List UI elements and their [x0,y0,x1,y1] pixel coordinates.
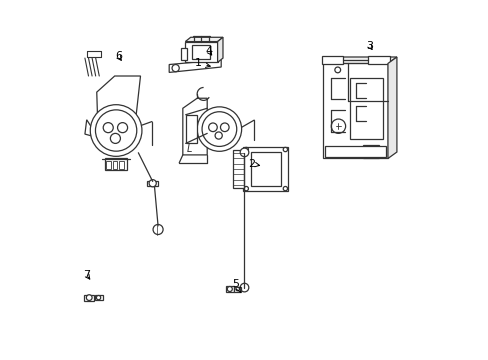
Bar [147,181,158,186]
Circle shape [227,287,232,292]
Text: 2: 2 [247,159,259,169]
Circle shape [240,148,248,157]
Bar [104,158,126,170]
Circle shape [330,119,345,134]
Text: 6: 6 [115,51,122,61]
Bar [84,295,94,301]
Bar [250,152,281,186]
Polygon shape [85,120,98,138]
Text: 3: 3 [365,41,372,50]
Bar [243,147,287,192]
Text: 1: 1 [194,58,210,68]
Bar [191,45,209,59]
Bar [367,56,389,64]
Circle shape [90,105,142,156]
Text: 4: 4 [204,46,212,56]
Bar [95,295,102,301]
Bar [112,161,117,168]
Bar [234,287,241,292]
Circle shape [117,123,127,133]
Bar [106,161,110,168]
Circle shape [244,147,248,152]
Circle shape [172,64,179,72]
Circle shape [149,180,156,187]
Circle shape [95,110,137,151]
Circle shape [283,147,287,152]
Text: 5: 5 [232,279,240,292]
Circle shape [215,132,222,139]
Circle shape [192,128,198,134]
Polygon shape [169,60,221,72]
Bar [323,63,387,158]
Circle shape [103,123,113,133]
Polygon shape [217,37,223,62]
Polygon shape [323,57,396,63]
Bar [185,115,197,143]
Bar [362,145,378,158]
Circle shape [240,283,248,292]
Polygon shape [97,76,140,138]
Circle shape [208,123,217,132]
Circle shape [334,67,340,73]
Polygon shape [387,57,396,158]
Circle shape [96,296,101,300]
Circle shape [375,148,382,156]
Polygon shape [185,37,223,41]
Circle shape [235,287,239,291]
Circle shape [202,112,236,147]
Bar [225,286,233,292]
Circle shape [110,134,120,143]
Circle shape [220,123,228,132]
Bar [349,78,383,139]
Polygon shape [183,98,207,155]
Circle shape [197,107,241,151]
Circle shape [86,295,92,301]
Text: 7: 7 [83,270,90,280]
Circle shape [153,225,163,234]
Bar [185,41,217,62]
Bar [233,150,244,188]
Circle shape [189,125,201,136]
Circle shape [283,186,287,191]
Bar [321,56,343,64]
Bar [325,146,386,157]
Circle shape [244,186,248,191]
Text: L: L [186,144,191,154]
Bar [119,161,123,168]
Bar [181,48,187,59]
